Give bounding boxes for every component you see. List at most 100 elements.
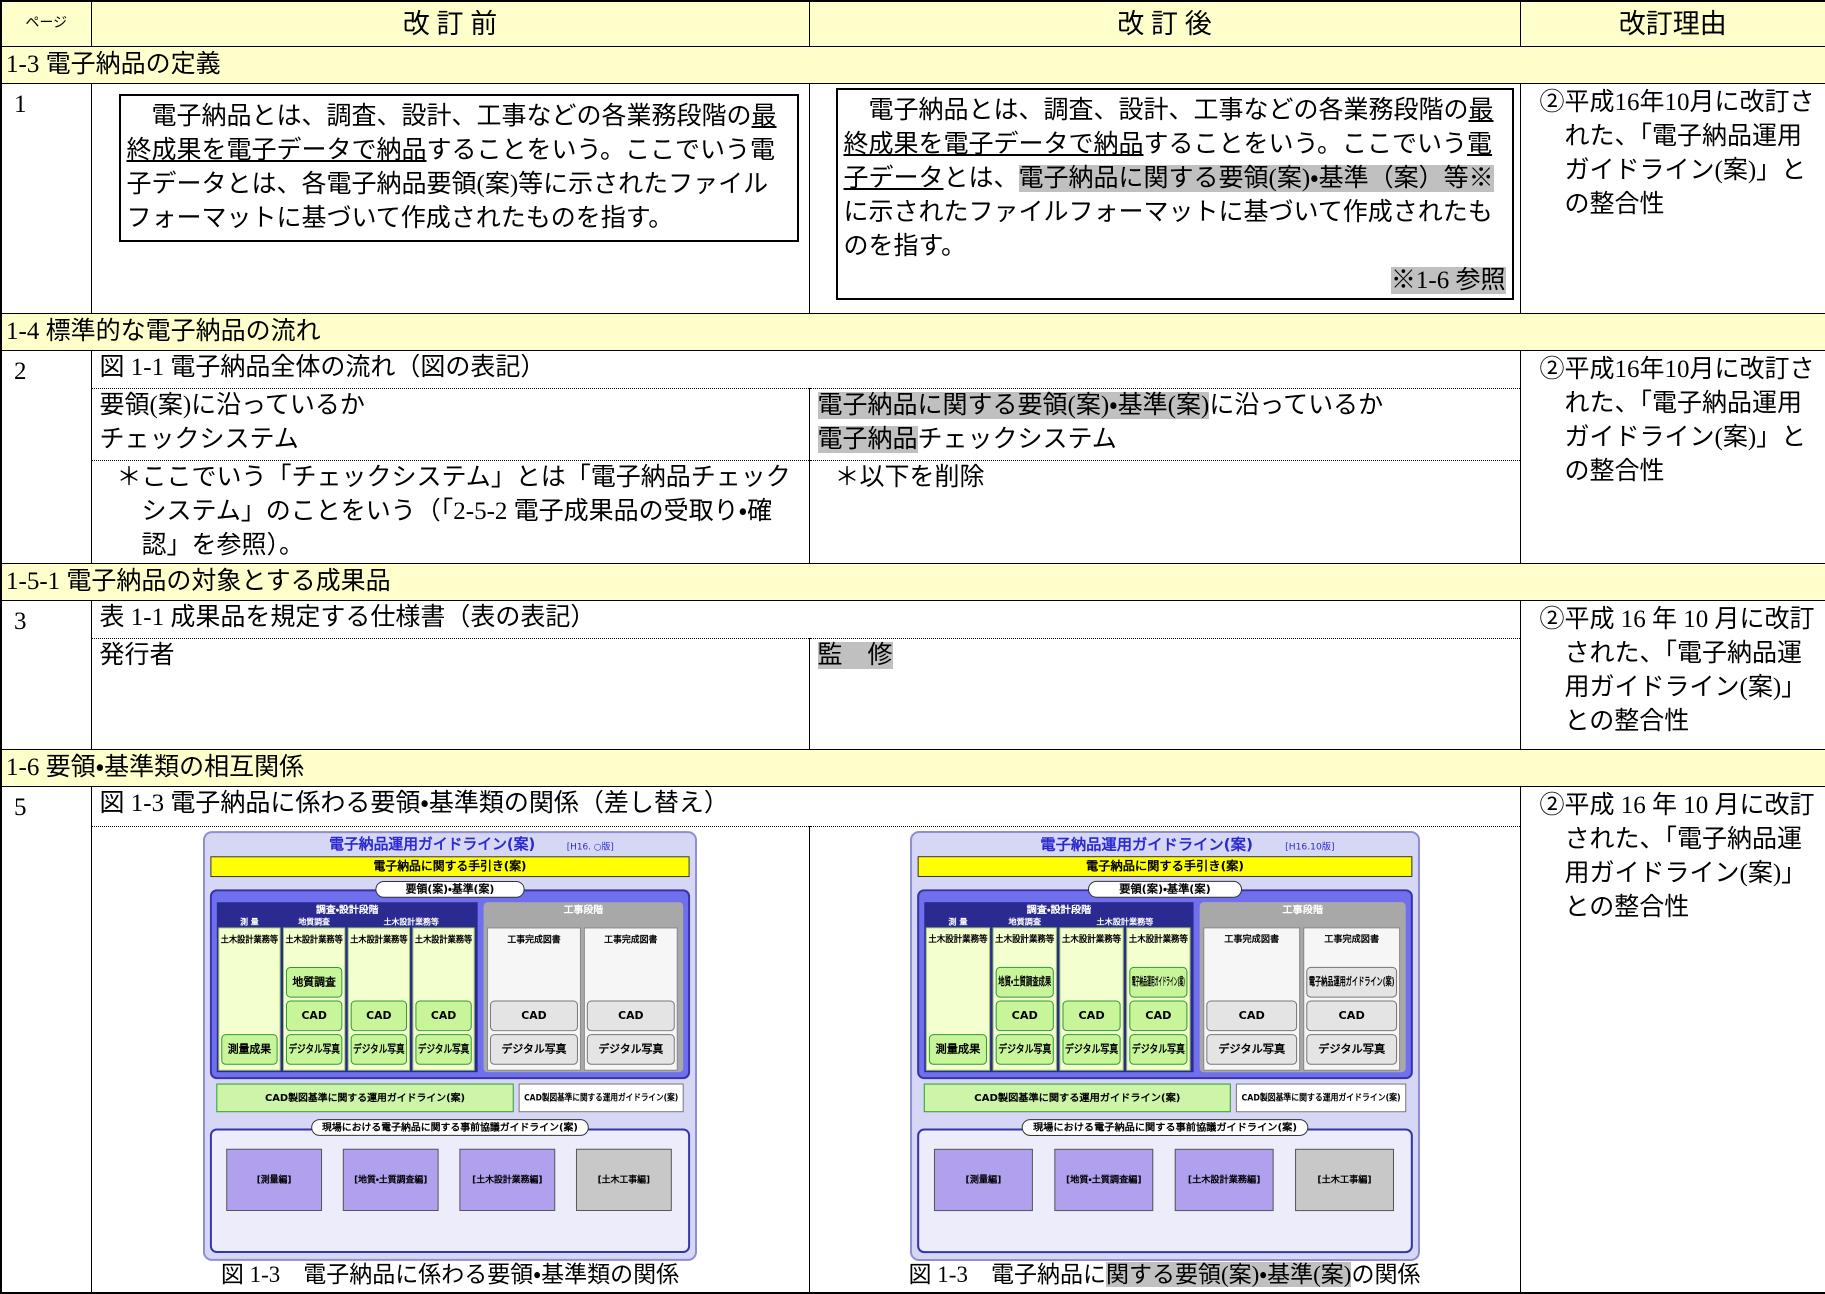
diagram-label: 地質・土質調査成果 [998,974,1052,988]
diagram-label: CAD [1338,1009,1364,1022]
after-figure-cell: 電子納品運用ガイドライン(案) [H16.10版] 電子納品に関する手引き(案) 要領… [808,826,1521,1293]
doc-box [1305,1000,1397,1032]
text-run: 電子納品 [817,426,918,453]
text-run: チェックシステム [99,426,299,453]
diagram-label: CAD [366,1009,391,1022]
diagram-label: 測 量 [240,917,259,927]
text-line: 要領(案)に沿っているか [100,389,801,423]
after-lines: 監 修 [808,638,1521,750]
meeting-box [933,1148,1033,1212]
text-line: 発行者 [100,639,801,673]
item-heading: 図 1-3 電子納品に係わる要領・基準類の関係（差し替え） [90,786,1521,827]
diagram-label: 測 量 [948,917,967,927]
doc-box [1128,1000,1187,1032]
diagram-label: [地質・土質調査編] [1066,1174,1142,1186]
diagram-label: 電子納品に関する手引き(案) [374,859,527,873]
item-heading: 表 1-1 成果品を規定する仕様書（表の表記） [90,600,1521,639]
doc-box [415,1000,472,1032]
after-box: 電子納品とは、調査、設計、工事などの各業務段階の最終成果を電子データで納品するこ… [835,88,1514,300]
diagram-label: CAD製図基準に関する運用ガイドライン(案) [974,1091,1180,1104]
diagram-label: 土木設計業務等 [350,933,407,945]
after-note: ＊以下を削除 [808,460,1521,564]
item-heading: 図 1-1 電子納品全体の流れ（図の表記） [90,350,1521,389]
diagram-label: 要領(案)・基準(案) [406,881,495,895]
diagram-label: デジタル写真 [418,1041,469,1055]
text-run: 図 1-3 電子納品に係わる要領・基準類の関係 [220,1262,680,1287]
doc-box [586,1000,675,1032]
diagram-label: CAD製図基準に関する運用ガイドライン(案) [265,1091,465,1104]
text-run: 電子納品に関する要領(案)・基準（案）等※ [1018,165,1494,192]
diagram-label: 地質調査 [1008,917,1042,927]
diagram-label: 土木設計業務等 [1096,917,1153,927]
after-lines: 電子納品に関する要領(案)・基準(案)に沿っているか 電子納品チェックシステム [808,388,1521,461]
text-line: 監 修 [817,639,1512,673]
diagram-label: デジタル写真 [353,1041,404,1055]
diagram-label: 工事段階 [564,903,604,916]
diagram-label: デジタル写真 [598,1041,663,1055]
diagram-label: デジタル写真 [1218,1042,1285,1056]
diagram-label: 土木設計業務等 [1061,933,1120,945]
doc-box [1128,966,1187,998]
diagram-label: 工事完成図書 [1224,933,1279,945]
cad-guideline-box [1235,1083,1406,1113]
diagram-label: デジタル写真 [998,1042,1051,1056]
diagram-label: [土木工事編] [1317,1174,1371,1186]
page-number: 1 [0,83,92,314]
doc-box [490,1034,578,1065]
diagram-label: CAD [1238,1009,1264,1022]
meeting-box [342,1148,439,1211]
diagram-label: 現場における電子納品に関する事前協議ガイドライン(案) [322,1121,578,1134]
diagram-label: 電子納品運用ガイドライン(案) [329,835,535,853]
text-run: 最終成果を電子データで納品 [126,103,777,164]
diagram-label: 現場における電子納品に関する事前協議ガイドライン(案) [1033,1121,1297,1134]
diagram-label: 工事完成図書 [1324,933,1379,945]
handbook-bar [917,856,1412,877]
diagram-label: [測量編] [257,1173,292,1185]
text-run: に示されたファイルフォーマットに基づいて作成されたものを指す。 [843,199,1493,260]
header-row: ページ 改 訂 前 改 訂 後 改訂理由 [0,0,1825,47]
text-run: 電子納品とは、調査、設計、工事などの各業務段階の [126,103,752,130]
diagram-label: デジタル写真 [288,1041,339,1055]
before-lines: 要領(案)に沿っているかチェックシステム [90,388,810,461]
doc-box [285,1034,343,1065]
text-run: 最終成果を電子データで納品 [843,97,1494,158]
diagram-label: 土木設計業務等 [928,933,987,945]
doc-box [1305,966,1397,998]
diagram-label: [土木設計業務編] [472,1173,542,1185]
diagram-label: デジタル写真 [1131,1042,1184,1056]
diagram-label: 工事完成図書 [507,933,560,945]
text-run: 監 修 [817,642,893,669]
diagram-label: [土木工事編] [598,1173,651,1185]
doc-box [995,1034,1054,1065]
after-note: ※1-6 参照 [1390,267,1506,294]
text-run: とは、 [943,165,1019,192]
diagram-label: CAD [618,1009,643,1022]
diagram-label: CAD [521,1009,546,1022]
before-box: 電子納品とは、調査、設計、工事などの各業務段階の最終成果を電子データで納品するこ… [118,94,799,242]
diagram-label: 地質調査 [292,974,336,988]
diagram-label: [H16. ○版] [567,840,614,852]
text-run: することをいう。ここでいう電子データとは、各電子納品要領(案)等に示されたファイ… [126,137,776,232]
standards-pill [375,881,525,898]
doc-box [586,1034,675,1065]
diagram-label: [土木設計業務編] [1187,1174,1259,1186]
diagram-label: デジタル写真 [1065,1042,1118,1056]
meeting-box [575,1148,672,1211]
text-run: 電子納品とは、調査、設計、工事などの各業務段階の [843,97,1469,124]
text-run: の関係 [1351,1262,1421,1287]
diagram-label: 土木設計業務等 [384,917,439,927]
doc-box [350,1034,408,1065]
doc-box [415,1034,472,1065]
diagram-label: [H16.10版] [1285,840,1334,852]
doc-box [1205,1000,1297,1032]
doc-box [285,1000,343,1032]
diagram-label: 調査・設計段階 [1026,903,1091,916]
doc-box [1305,1034,1397,1065]
text-run: に沿っているか [1209,392,1384,419]
doc-box [1061,1034,1121,1065]
meeting-box [1294,1148,1394,1212]
page-number: 5 [0,786,92,1293]
header-before: 改 訂 前 [90,0,810,47]
diagram-label: 電子納品運用ガイドライン(案) [1131,974,1184,988]
